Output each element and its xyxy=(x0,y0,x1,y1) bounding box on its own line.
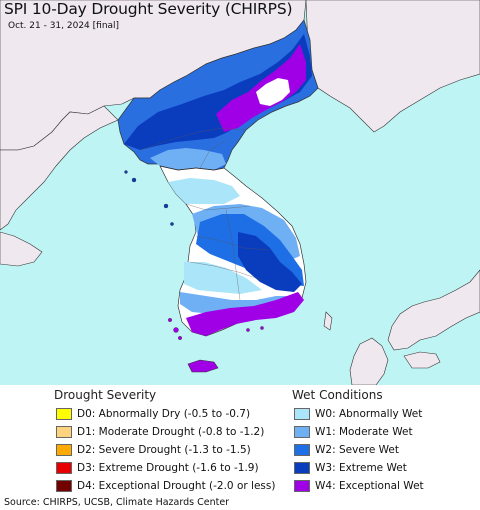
jeju-island xyxy=(187,359,219,373)
shandong-land xyxy=(0,231,43,267)
legend-item-w1: W1: Moderate Wet xyxy=(294,425,413,439)
province-borders xyxy=(139,127,271,301)
legend-drought-title: Drought Severity xyxy=(54,388,157,402)
japan-shikoku xyxy=(403,351,441,369)
legend-item-w0: W0: Abnormally Wet xyxy=(294,407,422,421)
legend-item-w2: W2: Severe Wet xyxy=(294,443,399,457)
legend-label-d4: D4: Exceptional Drought (-2.0 or less) xyxy=(77,480,276,492)
japan-honshu xyxy=(387,269,480,351)
legend-wet-title: Wet Conditions xyxy=(292,388,383,402)
legend-label-w2: W2: Severe Wet xyxy=(315,444,399,456)
nk-nodata-white xyxy=(256,78,290,106)
legend-label-w0: W0: Abnormally Wet xyxy=(315,408,423,420)
legend-label-d3: D3: Extreme Drought (-1.6 to -1.9) xyxy=(77,462,259,474)
legend-label-d2: D2: Severe Drought (-1.3 to -1.5) xyxy=(77,444,251,456)
legend-label-d1: D1: Moderate Drought (-0.8 to -1.2) xyxy=(77,426,265,438)
legend-swatch-w0 xyxy=(294,408,310,420)
legend-label-d0: D0: Abnormally Dry (-0.5 to -0.7) xyxy=(77,408,251,420)
legend-item-d0: D0: Abnormally Dry (-0.5 to -0.7) xyxy=(56,407,250,421)
nk-coastal-specks xyxy=(124,170,174,226)
legend-label-w4: W4: Exceptional Wet xyxy=(315,480,424,492)
liaodong-land xyxy=(0,105,119,231)
legend-item-d3: D3: Extreme Drought (-1.6 to -1.9) xyxy=(56,461,259,475)
sk-w0-band xyxy=(168,178,240,204)
map-panel: SPI 10-Day Drought Severity (CHIRPS) Oct… xyxy=(0,0,480,385)
sk-w0-mid xyxy=(184,262,262,294)
legend-swatch-w3 xyxy=(294,462,310,474)
map-title: SPI 10-Day Drought Severity (CHIRPS) xyxy=(4,0,293,18)
legend-item-d2: D2: Severe Drought (-1.3 to -1.5) xyxy=(56,443,251,457)
legend-item-d1: D1: Moderate Drought (-0.8 to -1.2) xyxy=(56,425,264,439)
legend-swatch-d0 xyxy=(56,408,72,420)
nk-w3-band xyxy=(124,34,312,150)
legend-item-w3: W3: Extreme Wet xyxy=(294,461,407,475)
japan-kyushu xyxy=(349,337,389,385)
sk-w4-south xyxy=(186,292,304,336)
legend-wet: Wet Conditions W0: Abnormally Wet W1: Mo… xyxy=(284,385,480,492)
map-canvas xyxy=(0,0,480,385)
legend-swatch-d4 xyxy=(56,480,72,492)
legend-swatch-w2 xyxy=(294,444,310,456)
tsushima xyxy=(323,311,333,331)
legend-swatch-d3 xyxy=(56,462,72,474)
legend-drought: Drought Severity D0: Abnormally Dry (-0.… xyxy=(46,385,284,492)
map-subtitle: Oct. 21 - 31, 2024 [final] xyxy=(8,21,120,31)
legend-item-w4: W4: Exceptional Wet xyxy=(294,479,424,493)
legend-item-d4: D4: Exceptional Drought (-2.0 or less) xyxy=(56,479,275,493)
legend-label-w1: W1: Moderate Wet xyxy=(315,426,413,438)
legend-swatch-w4 xyxy=(294,480,310,492)
korea-border xyxy=(159,165,225,171)
legend-swatch-w1 xyxy=(294,426,310,438)
island-specks xyxy=(167,318,264,341)
legend-swatch-d2 xyxy=(56,444,72,456)
nk-w2-west xyxy=(150,148,226,170)
source-credit: Source: CHIRPS, UCSB, Climate Hazards Ce… xyxy=(4,497,230,508)
legend-label-w3: W3: Extreme Wet xyxy=(315,462,407,474)
legend-swatch-d1 xyxy=(56,426,72,438)
sk-w3-band xyxy=(238,232,302,292)
